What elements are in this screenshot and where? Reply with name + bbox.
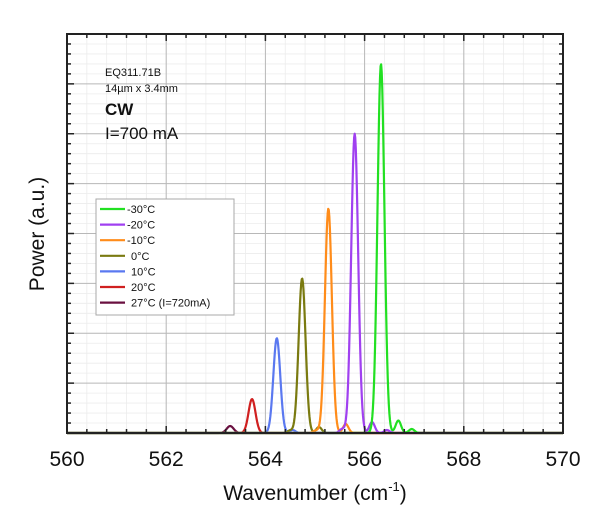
legend-box bbox=[95, 198, 235, 316]
y-axis-title: Power (a.u.) bbox=[26, 177, 49, 291]
axis-ticks bbox=[66, 33, 564, 434]
x-tick-label: 570 bbox=[545, 448, 580, 471]
legend-label: 20°C bbox=[131, 282, 156, 294]
legend-label: 27°C (I=720mA) bbox=[131, 298, 210, 310]
legend-label: -10°C bbox=[127, 235, 155, 247]
legend-label: -30°C bbox=[127, 204, 155, 216]
series-line bbox=[66, 398, 564, 435]
x-tick-label: 562 bbox=[149, 448, 184, 471]
x-axis-title-main: Wavenumber (cm bbox=[223, 482, 388, 505]
legend-label: 10°C bbox=[131, 266, 156, 278]
legend: -30°C -20°C -10°C 0°C 10°C 20°C 27°C (I=720mA) bbox=[95, 198, 235, 316]
x-tick-label: 566 bbox=[347, 448, 382, 471]
series-line bbox=[66, 337, 564, 435]
x-axis-title: Wavenumber (cm-1) bbox=[223, 479, 407, 505]
annotation-mode: CW bbox=[105, 100, 134, 119]
annotation-dims: 14µm x 3.4mm bbox=[105, 83, 178, 95]
legend-label: 0°C bbox=[131, 251, 150, 263]
legend-label: -20°C bbox=[127, 220, 155, 232]
annotation-device: EQ311.71B bbox=[105, 67, 161, 79]
x-axis-title-close: ) bbox=[400, 482, 407, 505]
x-tick-labels: 560 562 564 566 568 570 bbox=[49, 448, 580, 471]
x-tick-label: 560 bbox=[49, 448, 84, 471]
x-tick-label: 564 bbox=[248, 448, 283, 471]
x-axis-title-sup: -1 bbox=[388, 479, 400, 494]
legend-items: -30°C -20°C -10°C 0°C 10°C 20°C 27°C (I=720mA) bbox=[100, 204, 210, 310]
major-grid bbox=[67, 34, 563, 433]
annotation-current: I=700 mA bbox=[105, 124, 179, 143]
x-tick-label: 568 bbox=[446, 448, 481, 471]
